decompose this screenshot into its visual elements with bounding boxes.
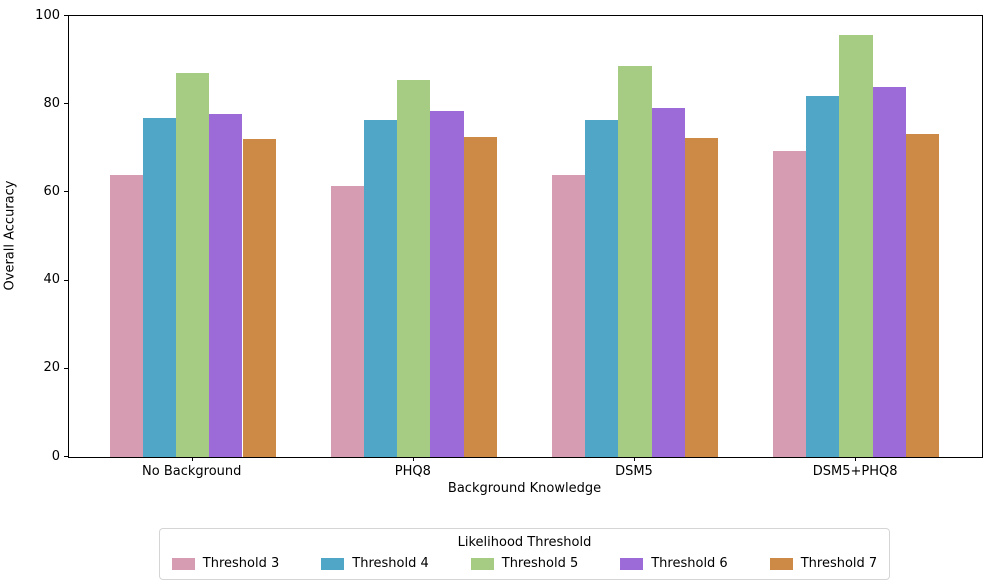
x-tick-label-phq8: PHQ8 <box>394 464 431 479</box>
bar-threshold-4-phq8 <box>364 120 398 457</box>
legend-item-threshold-6: Threshold 6 <box>620 556 728 571</box>
legend-label-threshold-7: Threshold 7 <box>800 556 878 571</box>
y-tick-label-20: 20 <box>43 360 60 376</box>
legend-label-threshold-3: Threshold 3 <box>202 556 280 571</box>
x-tick-label-no-background: No Background <box>142 464 242 479</box>
legend: Likelihood Threshold Threshold 3 Threshol… <box>68 528 981 580</box>
bar-threshold-5-phq8 <box>397 79 431 457</box>
y-tick-mark-80 <box>64 103 68 105</box>
legend-item-threshold-3: Threshold 3 <box>171 556 280 571</box>
legend-box: Likelihood Threshold Threshold 3 Threshol… <box>158 528 891 580</box>
bar-threshold-7-no-background <box>242 138 276 457</box>
legend-item-threshold-7: Threshold 7 <box>769 556 878 571</box>
bar-threshold-6-dsm5 <box>651 107 685 457</box>
bar-threshold-4-no-background <box>142 117 177 457</box>
legend-item-threshold-4: Threshold 4 <box>321 556 429 571</box>
legend-label-threshold-5: Threshold 5 <box>501 556 579 571</box>
legend-title: Likelihood Threshold <box>457 535 592 550</box>
bar-threshold-5-dsm5-phq8 <box>839 34 873 457</box>
y-tick-mark-0 <box>64 456 68 457</box>
bar-threshold-6-dsm5-phq8 <box>872 87 906 457</box>
legend-swatch-threshold-6 <box>620 557 644 570</box>
bar-threshold-3-no-background <box>109 174 143 457</box>
x-tick-mark-dsm5-phq8 <box>855 457 857 461</box>
plot-area <box>68 15 983 458</box>
x-tick-label-dsm5: DSM5 <box>615 464 653 479</box>
bar-threshold-3-dsm5 <box>551 174 586 457</box>
legend-swatch-threshold-7 <box>769 557 793 570</box>
bar-threshold-6-phq8 <box>430 110 464 457</box>
legend-label-threshold-6: Threshold 6 <box>651 556 728 571</box>
x-tick-mark-no-background <box>191 457 193 461</box>
bar-threshold-5-dsm5 <box>618 65 652 457</box>
legend-swatch-threshold-5 <box>470 557 494 570</box>
y-tick-label-0: 0 <box>51 448 60 464</box>
y-tick-label-60: 60 <box>43 183 60 199</box>
legend-swatch-threshold-4 <box>321 557 345 570</box>
y-tick-label-100: 100 <box>35 7 60 23</box>
y-axis-title: Overall Accuracy <box>2 180 18 291</box>
y-tick-mark-40 <box>64 279 68 281</box>
x-axis-title: Background Knowledge <box>447 481 602 496</box>
y-tick-label-80: 80 <box>43 95 60 111</box>
legend-swatch-threshold-3 <box>171 557 195 570</box>
x-tick-label-dsm5-phq8: DSM5+PHQ8 <box>812 464 898 479</box>
x-tick-mark-dsm5 <box>633 457 635 461</box>
legend-items: Threshold 3 Threshold 4 Threshold 5 Thresho… <box>171 556 878 571</box>
y-tick-label-40: 40 <box>43 272 60 288</box>
bar-threshold-6-no-background <box>209 114 243 457</box>
legend-item-threshold-5: Threshold 5 <box>470 556 579 571</box>
bar-threshold-5-no-background <box>176 72 210 457</box>
y-tick-mark-20 <box>64 367 68 369</box>
legend-label-threshold-4: Threshold 4 <box>352 556 429 571</box>
bar-threshold-7-dsm5 <box>684 138 718 457</box>
bar-threshold-3-phq8 <box>330 185 365 457</box>
y-tick-mark-100 <box>64 15 68 16</box>
bar-threshold-4-dsm5 <box>585 120 619 457</box>
bar-threshold-4-dsm5-phq8 <box>806 96 840 457</box>
bar-threshold-7-phq8 <box>463 136 497 457</box>
bar-threshold-3-dsm5-phq8 <box>773 150 807 457</box>
x-tick-mark-phq8 <box>412 457 414 461</box>
y-tick-mark-60 <box>64 191 68 193</box>
bar-threshold-7-dsm5-phq8 <box>905 133 940 457</box>
